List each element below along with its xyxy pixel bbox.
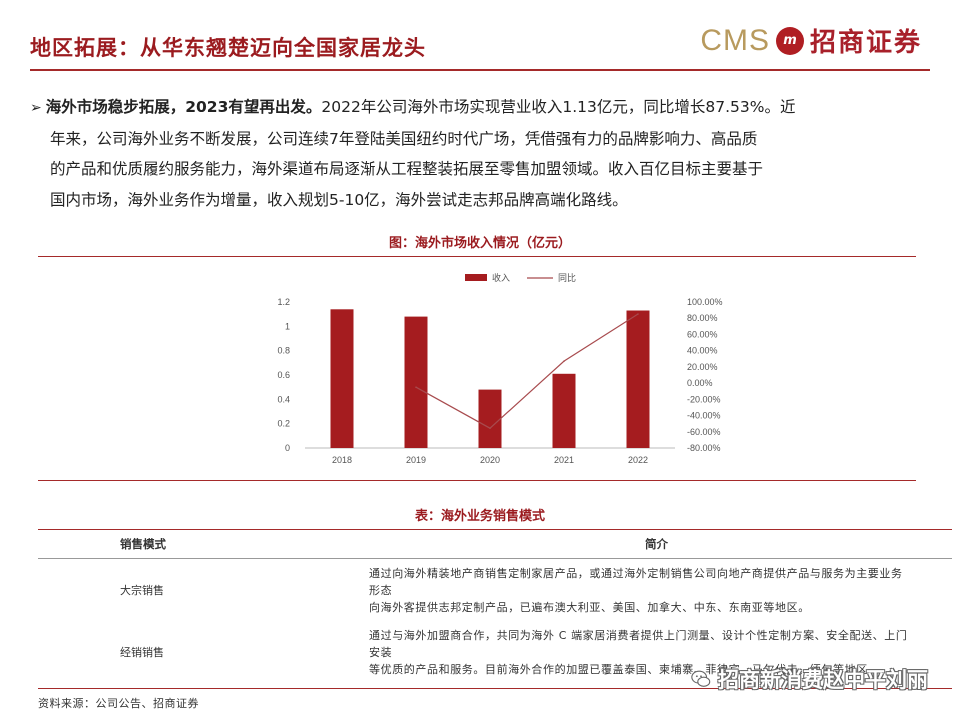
arrow-bullet-icon: ➢ [30,100,42,116]
description-line: 等优质的产品和服务。目前海外合作的加盟已覆盖泰国、柬埔寨、菲律宾、马尔代夫、缅甸… [369,662,880,676]
left-axis-tick-label: 1.2 [277,297,290,307]
x-axis-tick-label: 2019 [406,455,426,465]
figure-title: 图：海外市场收入情况（亿元） [388,236,571,251]
right-axis-tick-label: 0.00% [687,378,713,388]
description-line: 通过向海外精装地产商销售定制家居产品，或通过海外定制销售公司向地产商提供产品与服… [369,566,903,597]
right-axis-tick-label: 40.00% [687,346,718,356]
logo-seal-icon: m [775,26,804,55]
paragraph-text: 2022年公司海外市场实现营业收入1.13亿元，同比增长87.53%。近 [321,98,796,116]
body-paragraph: ➢ 海外市场稳步拓展，2023有望再出发。2022年公司海外市场实现营业收入1.1… [30,92,930,215]
x-axis-tick-label: 2021 [554,455,574,465]
header-divider [30,69,930,71]
left-axis-tick-label: 0.8 [277,346,290,356]
logo-cms-text: CMS [700,23,770,57]
table-header-row: 销售模式 简介 [38,530,952,559]
revenue-bar [404,316,428,448]
page-header: 地区拓展：从华东翘楚迈向全国家居龙头 CMS m 招商证券 [0,0,960,71]
paragraph-line-4: 国内市场，海外业务作为增量，收入规划5-10亿，海外尝试走志邦品牌高端化路线。 [50,190,628,209]
brand-logo: CMS m 招商证券 [700,22,922,59]
left-axis-tick-label: 0 [285,443,290,453]
description-cell: 通过与海外加盟商合作，共同为海外 C 端家居消费者提供上门测量、设计个性定制方案… [361,621,952,683]
yoy-growth-point [489,427,491,430]
left-axis-tick-label: 0.4 [277,394,290,404]
legend-revenue-label: 收入 [492,272,510,284]
sales-mode-cell: 大宗销售 [120,584,164,597]
paragraph-line-3: 的产品和优质履约服务能力，海外渠道布局逐渐从工程整装拓展至零售加盟领域。收入百亿… [50,160,764,178]
left-axis-tick-label: 1 [285,321,290,331]
left-axis-tick-label: 0.6 [277,370,290,380]
left-axis-tick-label: 0.2 [277,419,290,429]
watermark-text: 招商新消费赵中平刘丽 [718,668,928,692]
revenue-bar [626,310,650,448]
right-axis-tick-label: -60.00% [687,427,721,437]
yoy-growth-point [415,386,417,388]
yoy-growth-point [563,360,565,362]
table-row: 经销销售 通过与海外加盟商合作，共同为海外 C 端家居消费者提供上门测量、设计个… [38,621,952,683]
sales-mode-cell: 经销销售 [120,646,164,659]
table-row: 大宗销售 通过向海外精装地产商销售定制家居产品，或通过海外定制销售公司向地产商提… [38,559,952,622]
right-axis-tick-label: -20.00% [687,394,721,404]
table-title: 表：海外业务销售模式 [414,509,545,524]
header-sales-mode: 销售模式 [38,530,361,559]
watermark: 招商新消费赵中平刘丽 [690,664,928,694]
x-axis-tick-label: 2022 [628,455,648,465]
description-line: 向海外客提供志邦定制产品，已遍布澳大利亚、美国、加拿大、中东、东南亚等地区。 [369,600,810,614]
legend-yoy-label: 同比 [558,272,576,284]
header-description: 简介 [361,530,952,559]
wechat-icon [691,670,711,687]
right-axis-tick-label: -40.00% [687,411,721,421]
right-axis-tick-label: -80.00% [687,443,721,453]
logo-chinese-text: 招商证券 [809,28,922,58]
description-line: 通过与海外加盟商合作，共同为海外 C 端家居消费者提供上门测量、设计个性定制方案… [369,628,908,659]
figure-bottom-rule [38,480,916,481]
page-title: 地区拓展：从华东翘楚迈向全国家居龙头 [30,35,426,60]
paragraph-line-2: 年来，公司海外业务不断发展，公司连续7年登陆美国纽约时代广场，凭借强有力的品牌影… [50,129,758,148]
paragraph-line-1: ➢ 海外市场稳步拓展，2023有望再出发。2022年公司海外市场实现营业收入1.1… [30,92,930,124]
table-top-rule [38,529,952,530]
revenue-bar [552,373,576,448]
right-axis-tick-label: 80.00% [687,313,718,323]
description-cell: 通过向海外精装地产商销售定制家居产品，或通过海外定制销售公司向地产商提供产品与服… [361,559,952,622]
revenue-bar [330,309,354,448]
source-divider [38,688,952,689]
yoy-growth-line [415,313,639,429]
paragraph-lead: 海外市场稳步拓展，2023有望再出发。 [45,98,322,116]
revenue-bar [478,389,502,448]
source-note: 资料来源：公司公告、招商证券 [38,697,199,710]
overseas-revenue-chart: 1.2 1 0.8 0.6 0.4 0.2 0 100.00% 80.00% 60.00% 40.0… [277,272,723,465]
right-axis-tick-label: 60.00% [687,329,718,339]
sales-mode-table: 销售模式 简介 大宗销售 通过向海外精装地产商销售定制家居产品，或通过海外定制销… [38,530,952,683]
x-axis-tick-label: 2018 [332,455,352,465]
figure-top-rule [38,256,916,257]
x-axis-tick-label: 2020 [480,455,500,465]
right-axis-tick-label: 100.00% [687,297,723,307]
yoy-growth-point [637,313,639,315]
right-axis-tick-label: 20.00% [687,362,718,372]
legend-bar-swatch [465,274,487,281]
